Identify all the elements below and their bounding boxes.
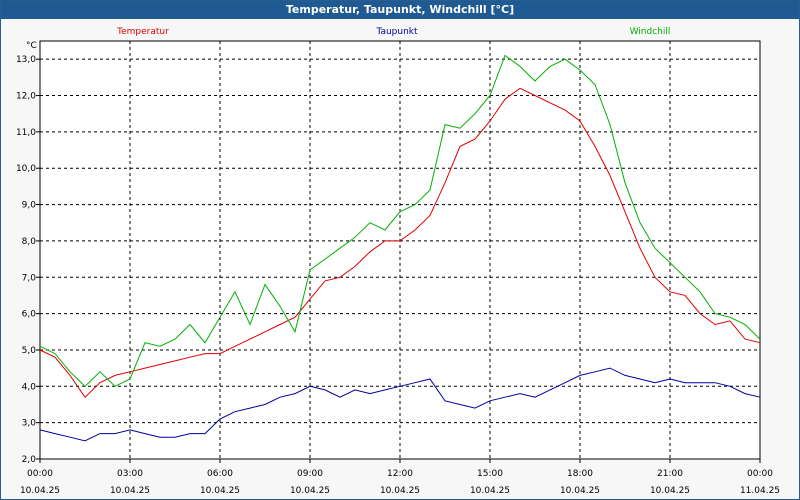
y-tick-label: 11,0 — [16, 128, 36, 138]
y-tick-label: 2,0 — [22, 455, 37, 465]
x-tick-date-label: 10.04.25 — [20, 486, 60, 496]
series-lines — [39, 54, 761, 442]
x-tick-time-label: 18:00 — [567, 469, 593, 479]
x-tick-date-label: 10.04.25 — [470, 486, 510, 496]
y-tick-label: 12,0 — [16, 92, 36, 102]
legend-windchill: Windchill — [630, 27, 671, 37]
x-tick-date-label: 10.04.25 — [650, 486, 690, 496]
y-tick-label: 5,0 — [22, 346, 37, 356]
x-tick-time-label: 00:00 — [747, 469, 773, 479]
x-tick-time-label: 15:00 — [477, 469, 503, 479]
x-tick-time-label: 03:00 — [117, 469, 143, 479]
window-title: Temperatur, Taupunkt, Windchill [°C] — [1, 1, 799, 19]
legend-temperatur: Temperatur — [116, 27, 169, 37]
x-tick-time-label: 00:00 — [27, 469, 53, 479]
series-line-taupunkt — [39, 367, 761, 442]
x-tick-time-label: 09:00 — [297, 469, 323, 479]
x-tick-date-label: 11.04.25 — [740, 486, 780, 496]
y-tick-label: 3,0 — [22, 419, 37, 429]
x-tick-date-label: 10.04.25 — [200, 486, 240, 496]
legend: Temperatur Taupunkt Windchill — [116, 27, 670, 37]
series-line-temperatur — [39, 87, 761, 398]
y-tick-label: 10,0 — [16, 164, 36, 174]
legend-taupunkt: Taupunkt — [375, 27, 418, 37]
x-tick-time-label: 06:00 — [207, 469, 233, 479]
x-tick-time-label: 21:00 — [657, 469, 683, 479]
y-axis-label: °C — [26, 41, 37, 51]
x-tick-date-label: 10.04.25 — [560, 486, 600, 496]
y-tick-label: 7,0 — [22, 273, 37, 283]
y-tick-label: 8,0 — [22, 237, 37, 247]
series-line-windchill — [39, 54, 761, 387]
x-tick-date-label: 10.04.25 — [380, 486, 420, 496]
x-tick-date-label: 10.04.25 — [290, 486, 330, 496]
y-tick-label: 9,0 — [22, 201, 37, 211]
y-tick-label: 13,0 — [16, 55, 36, 65]
y-tick-label: 4,0 — [22, 382, 37, 392]
x-tick-date-label: 10.04.25 — [110, 486, 150, 496]
y-tick-label: 6,0 — [22, 310, 37, 320]
axes: 2,0 3,0 4,0 5,0 6,0 7,0 8,0 9,0 10,0 11,0 12,0 13,0… — [16, 55, 780, 496]
x-tick-time-label: 12:00 — [387, 469, 413, 479]
